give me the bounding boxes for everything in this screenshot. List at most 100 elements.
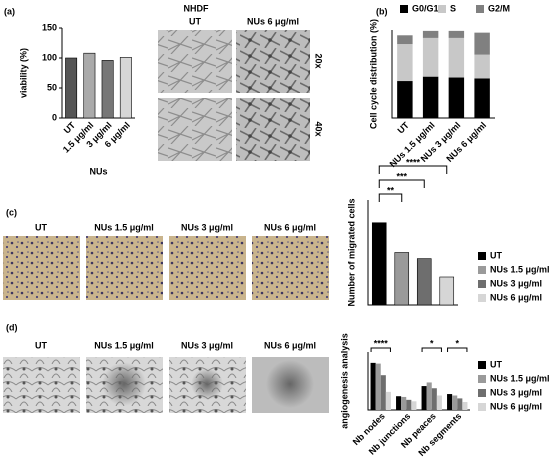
bar-segment (422, 30, 439, 38)
micrograph (86, 236, 163, 300)
legend-label: UT (490, 250, 502, 260)
y-tick-label: 0 (52, 112, 57, 122)
significance-label: *** (396, 171, 407, 181)
significance-label: * (455, 338, 459, 348)
image-title: NHDF (184, 3, 209, 13)
legend-swatch (478, 294, 486, 302)
legend-swatch (476, 5, 484, 13)
bar (421, 386, 427, 410)
micrograph (3, 236, 80, 300)
row-label: 20x (314, 53, 324, 68)
micrograph (169, 236, 246, 300)
significance-bracket (421, 347, 442, 352)
column-label: UT (35, 222, 47, 232)
bar (380, 375, 386, 410)
micrograph (158, 98, 232, 161)
significance-label: * (430, 338, 434, 348)
spheroid (102, 362, 146, 406)
significance-bracket (378, 193, 403, 202)
bar (431, 388, 437, 410)
bar (65, 57, 78, 119)
legend-label: UT (490, 359, 502, 369)
column-label: NUs 3 μg/ml (181, 222, 233, 232)
column-label: NUs 1.5 μg/ml (94, 340, 154, 350)
legend-label: NUs 6 μg/ml (490, 401, 542, 411)
bar (396, 396, 402, 410)
significance-label: **** (374, 338, 389, 348)
legend-swatch (438, 5, 446, 13)
bar-segment (422, 37, 439, 77)
panel-a-images (158, 30, 310, 161)
bar (439, 276, 455, 306)
column-label: UT (189, 16, 201, 26)
legend-swatch (400, 5, 408, 13)
spheroid (191, 368, 223, 400)
legend-label: NUs 3 μg/ml (490, 278, 542, 288)
x-tick-label: UT (395, 120, 411, 136)
column-label: NUs 6 μg/ml (264, 340, 316, 350)
y-axis-label: viability (%) (18, 48, 28, 98)
bar (406, 399, 412, 410)
legend-swatch (478, 361, 486, 369)
bar-segment (397, 81, 413, 118)
micrograph (236, 98, 310, 161)
micrograph (3, 357, 80, 413)
bar (375, 363, 381, 410)
significance-bracket (378, 179, 425, 188)
column-label: NUs 6 μg/ml (264, 222, 316, 232)
panel-label: (a) (4, 6, 15, 16)
y-axis-label: Number of migrated cells (346, 198, 356, 306)
legend-label: G0/G1 (412, 3, 439, 13)
panel-d-images (3, 357, 329, 413)
y-tick-label: 150 (42, 22, 57, 32)
bar (119, 57, 132, 119)
bar-segment (474, 32, 490, 55)
bar-segment (448, 77, 465, 118)
micrograph (252, 236, 329, 300)
bar (370, 362, 376, 410)
legend-swatch (478, 403, 486, 411)
micrograph (236, 30, 310, 93)
column-label: NUs 6 μg/ml (247, 16, 299, 26)
bar (416, 258, 432, 306)
y-axis-label: angiogenesis analysis (339, 333, 349, 429)
significance-bracket (378, 165, 448, 174)
bar-segment (397, 44, 413, 82)
legend-swatch (478, 266, 486, 274)
bar (436, 395, 442, 410)
bar (452, 395, 458, 410)
bar (394, 252, 410, 306)
y-tick-label: 50 (47, 82, 57, 92)
bar (411, 401, 417, 410)
significance-label: **** (406, 157, 421, 167)
bar-segment (448, 37, 465, 78)
legend-swatch (478, 280, 486, 288)
panel-label: (d) (6, 322, 18, 332)
spheroid (266, 360, 314, 408)
bar (447, 394, 453, 410)
panel-label: (b) (376, 6, 388, 16)
bar-segment (474, 54, 490, 79)
bar (401, 396, 407, 410)
y-axis-label: Cell cycle distribution (%) (368, 19, 378, 129)
legend-label: NUs 6 μg/ml (490, 292, 542, 302)
legend-label: NUs 1.5 μg/ml (490, 264, 550, 274)
column-label: NUs 1.5 μg/ml (94, 222, 154, 232)
row-label: 40x (314, 121, 324, 136)
bar (101, 60, 114, 119)
panel-c-images (3, 236, 329, 300)
legend-swatch (478, 375, 486, 383)
significance-bracket (447, 347, 468, 352)
legend-swatch (478, 389, 486, 397)
legend-swatch (478, 252, 486, 260)
x-axis-label: NUs (89, 166, 107, 176)
legend-label: G2/M (488, 3, 510, 13)
column-label: NUs 3 μg/ml (181, 340, 233, 350)
bar-segment (448, 30, 465, 38)
bar (371, 222, 387, 306)
bar-segment (397, 35, 413, 45)
legend-label: S (450, 3, 456, 13)
bar (385, 391, 391, 410)
panel-label: (c) (6, 207, 17, 217)
